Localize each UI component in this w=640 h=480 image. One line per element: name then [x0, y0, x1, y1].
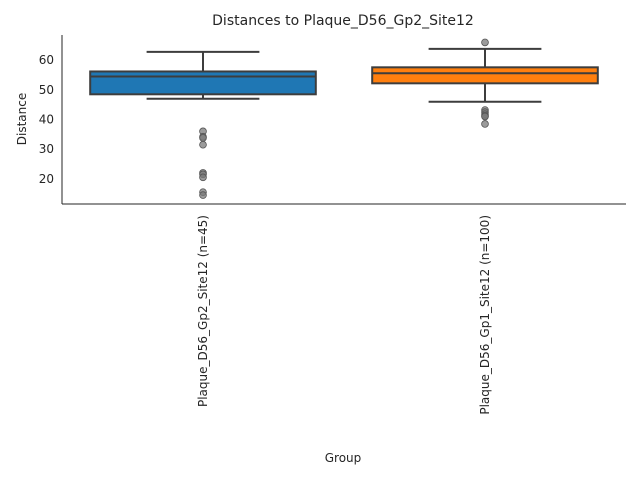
y-tick-label: 20 [39, 172, 54, 186]
outlier-point [199, 134, 207, 142]
chart-title: Distances to Plaque_D56_Gp2_Site12 [212, 13, 474, 29]
y-tick-label: 50 [39, 83, 54, 97]
x-tick-label: Plaque_D56_Gp1_Site12 (n=100) [478, 215, 492, 415]
y-tick-label: 40 [39, 113, 54, 127]
box-group [89, 50, 317, 199]
outlier-point [481, 120, 489, 128]
outlier-point [199, 140, 207, 149]
outlier-point [199, 191, 207, 199]
y-axis-label: Distance [15, 93, 29, 145]
boxes [89, 38, 599, 199]
box-group [371, 38, 599, 128]
y-tick-label: 60 [39, 53, 54, 67]
axes: 20 30 40 50 60 Plaque_D56_Gp2_Site12 (n=45) Pl… [39, 35, 626, 415]
x-axis-label: Group [325, 451, 362, 465]
outlier-point [199, 173, 207, 182]
outlier-point [481, 38, 489, 47]
iqr-box [89, 70, 317, 96]
x-tick-label: Plaque_D56_Gp2_Site12 (n=45) [196, 215, 210, 407]
outlier-point [481, 112, 489, 121]
iqr-box [371, 66, 599, 85]
y-tick-label: 30 [39, 142, 54, 156]
